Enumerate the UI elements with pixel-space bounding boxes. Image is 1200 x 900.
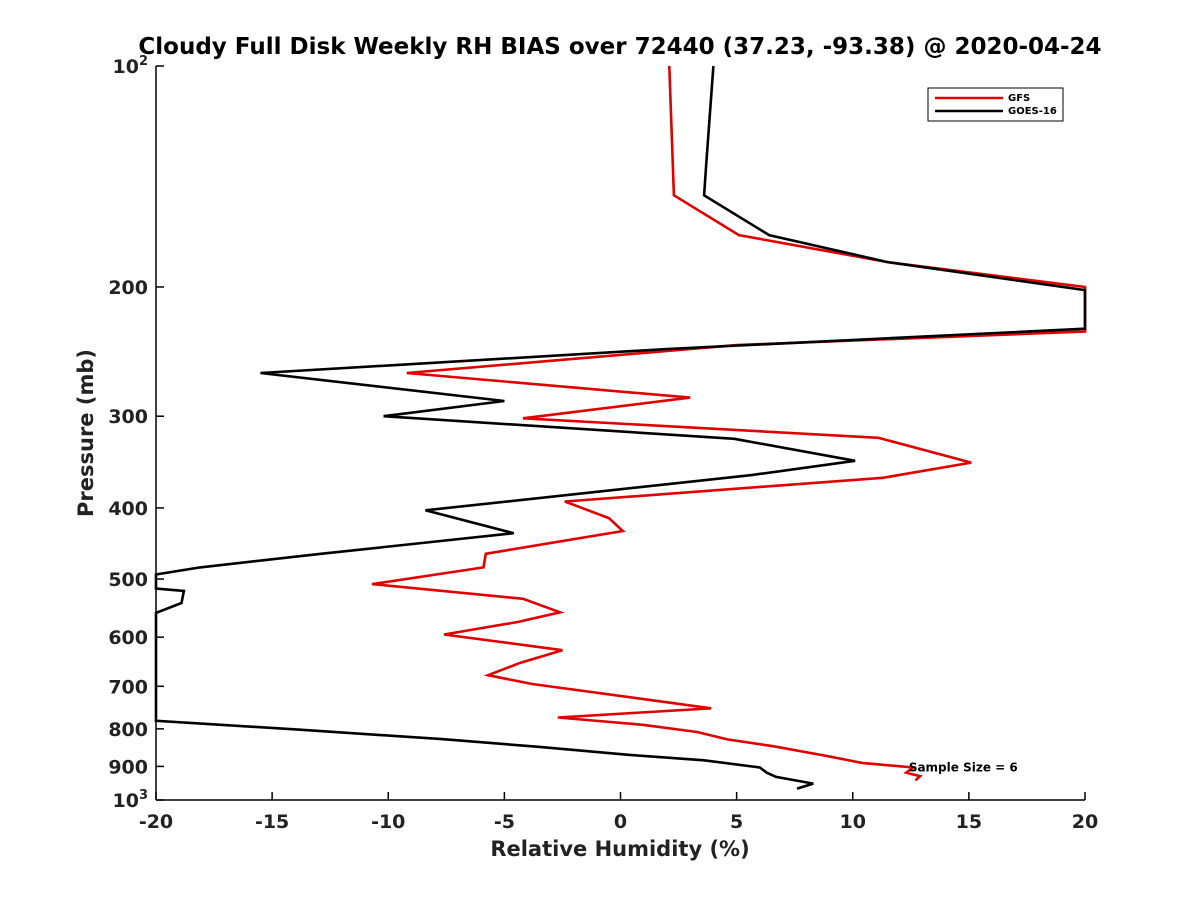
y-tick-label: 103 [113,788,149,812]
y-tick-label: 900 [108,756,148,778]
sample-size-annotation: Sample Size = 6 [909,760,1018,774]
series-line-goes16 [154,65,1087,790]
x-tick-label: -15 [255,811,289,833]
legend-box [927,87,1064,122]
y-tick-label: 800 [108,719,148,741]
legend: GFS GOES-16 [927,87,1064,122]
series-line-gfs [371,65,1087,782]
axes [155,66,1085,801]
y-tick-label: 700 [108,676,148,698]
y-tick-label: 200 [108,277,148,299]
y-axis-label: Pressure (mb) [74,349,98,517]
y-tick-label: 600 [108,627,148,649]
x-tick-label: 15 [956,811,982,833]
x-tick-label: -10 [371,811,405,833]
x-ticks: -20 -15 -10 -5 0 5 10 15 20 [139,792,1098,833]
x-tick-label: 20 [1072,811,1098,833]
x-tick-label: 0 [614,811,627,833]
x-tick-label: -20 [139,811,173,833]
chart-title: Cloudy Full Disk Weekly RH BIAS over 724… [138,34,1101,60]
x-tick-label: -5 [494,811,515,833]
y-tick-label: 400 [108,498,148,520]
series-layer [154,65,1087,790]
legend-label-gfs: GFS [1008,93,1030,104]
y-ticks: 102 200 300 400 500 600 700 800 900 103 [108,54,164,812]
y-tick-label: 500 [108,569,148,591]
y-tick-label: 300 [108,406,148,428]
y-tick-label: 102 [113,54,149,78]
x-axis-label: Relative Humidity (%) [490,837,749,861]
x-tick-label: 10 [840,811,866,833]
x-tick-label: 5 [730,811,743,833]
legend-label-goes16: GOES-16 [1008,106,1057,117]
